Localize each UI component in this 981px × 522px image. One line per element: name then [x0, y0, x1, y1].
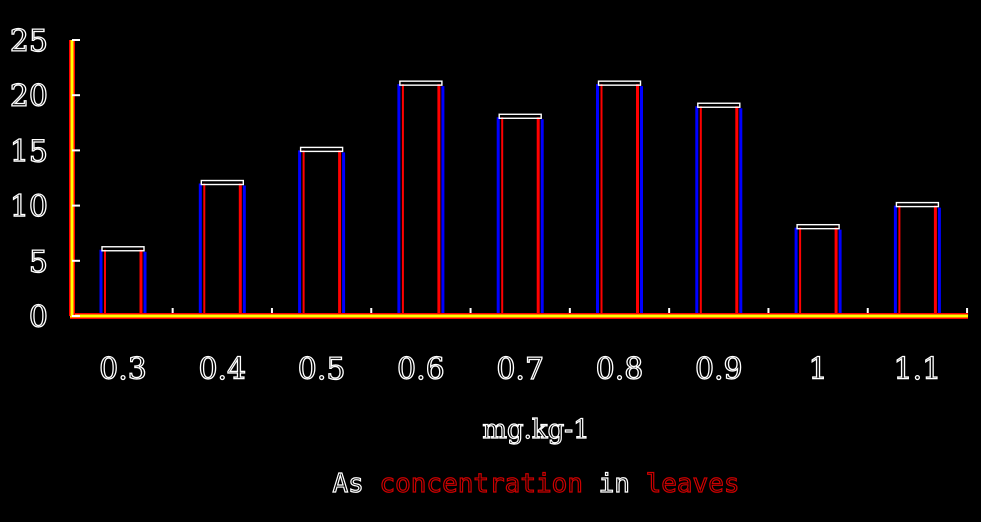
x-tick-label-0.9: 0.9 [695, 352, 743, 387]
bar-top-cap [200, 179, 245, 186]
bar-0.9 [695, 102, 743, 316]
subtitle-part-0: As [332, 469, 379, 499]
bars-group [99, 80, 941, 316]
y-tick-label-10: 10 [10, 190, 48, 225]
bar-1 [794, 223, 842, 316]
bar-top-cap [101, 246, 145, 252]
y-tick-label-5: 5 [29, 245, 48, 280]
y-ticks-group: 0 5 10 15 20 25 [9, 23, 80, 336]
subtitle-part-1: concentration [379, 469, 583, 499]
bar-top-cap [796, 223, 840, 230]
axes-group [69, 40, 968, 319]
x-tick-label-1.1: 1.1 [894, 352, 942, 387]
bar-0.7 [496, 113, 544, 316]
bar-top-cap [399, 80, 443, 86]
x-tick-label-0.4: 0.4 [198, 352, 246, 387]
x-tick-label-0.7: 0.7 [496, 352, 544, 387]
x-tick-label-0.8: 0.8 [596, 352, 644, 387]
bar-0.3 [99, 246, 147, 316]
y-tick-label-15: 15 [10, 134, 48, 169]
y-tick-label-20: 20 [10, 79, 48, 114]
bar-0.5 [298, 146, 346, 316]
bar-top-cap [697, 102, 741, 108]
x-tick-label-0.6: 0.6 [397, 352, 445, 387]
y-tick-label-25: 25 [10, 24, 48, 59]
bar-1.1 [893, 201, 941, 316]
bar-top-cap [299, 146, 344, 153]
subtitle-part-3: leaves [646, 469, 740, 499]
bar-top-cap [895, 201, 940, 208]
bar-0.6 [397, 80, 445, 316]
bar-0.4 [198, 179, 246, 316]
x-axis-label: mg.kg-1 [482, 415, 589, 445]
x-tick-labels-group: 0.3 0.4 0.5 0.6 0.7 0.8 0.9 1 1.1 [98, 351, 942, 387]
x-tick-label-0.5: 0.5 [298, 352, 346, 387]
x-tick-label-1: 1 [809, 352, 828, 387]
bar-top-cap [597, 80, 642, 86]
chart-subtitle: As concentration in leaves [332, 469, 739, 499]
subtitle-part-2: in [583, 469, 646, 499]
y-tick-label-0: 0 [29, 300, 48, 335]
x-tick-label-0.3: 0.3 [99, 352, 147, 387]
bar-top-cap [498, 113, 542, 119]
bar-0.8 [596, 80, 643, 316]
